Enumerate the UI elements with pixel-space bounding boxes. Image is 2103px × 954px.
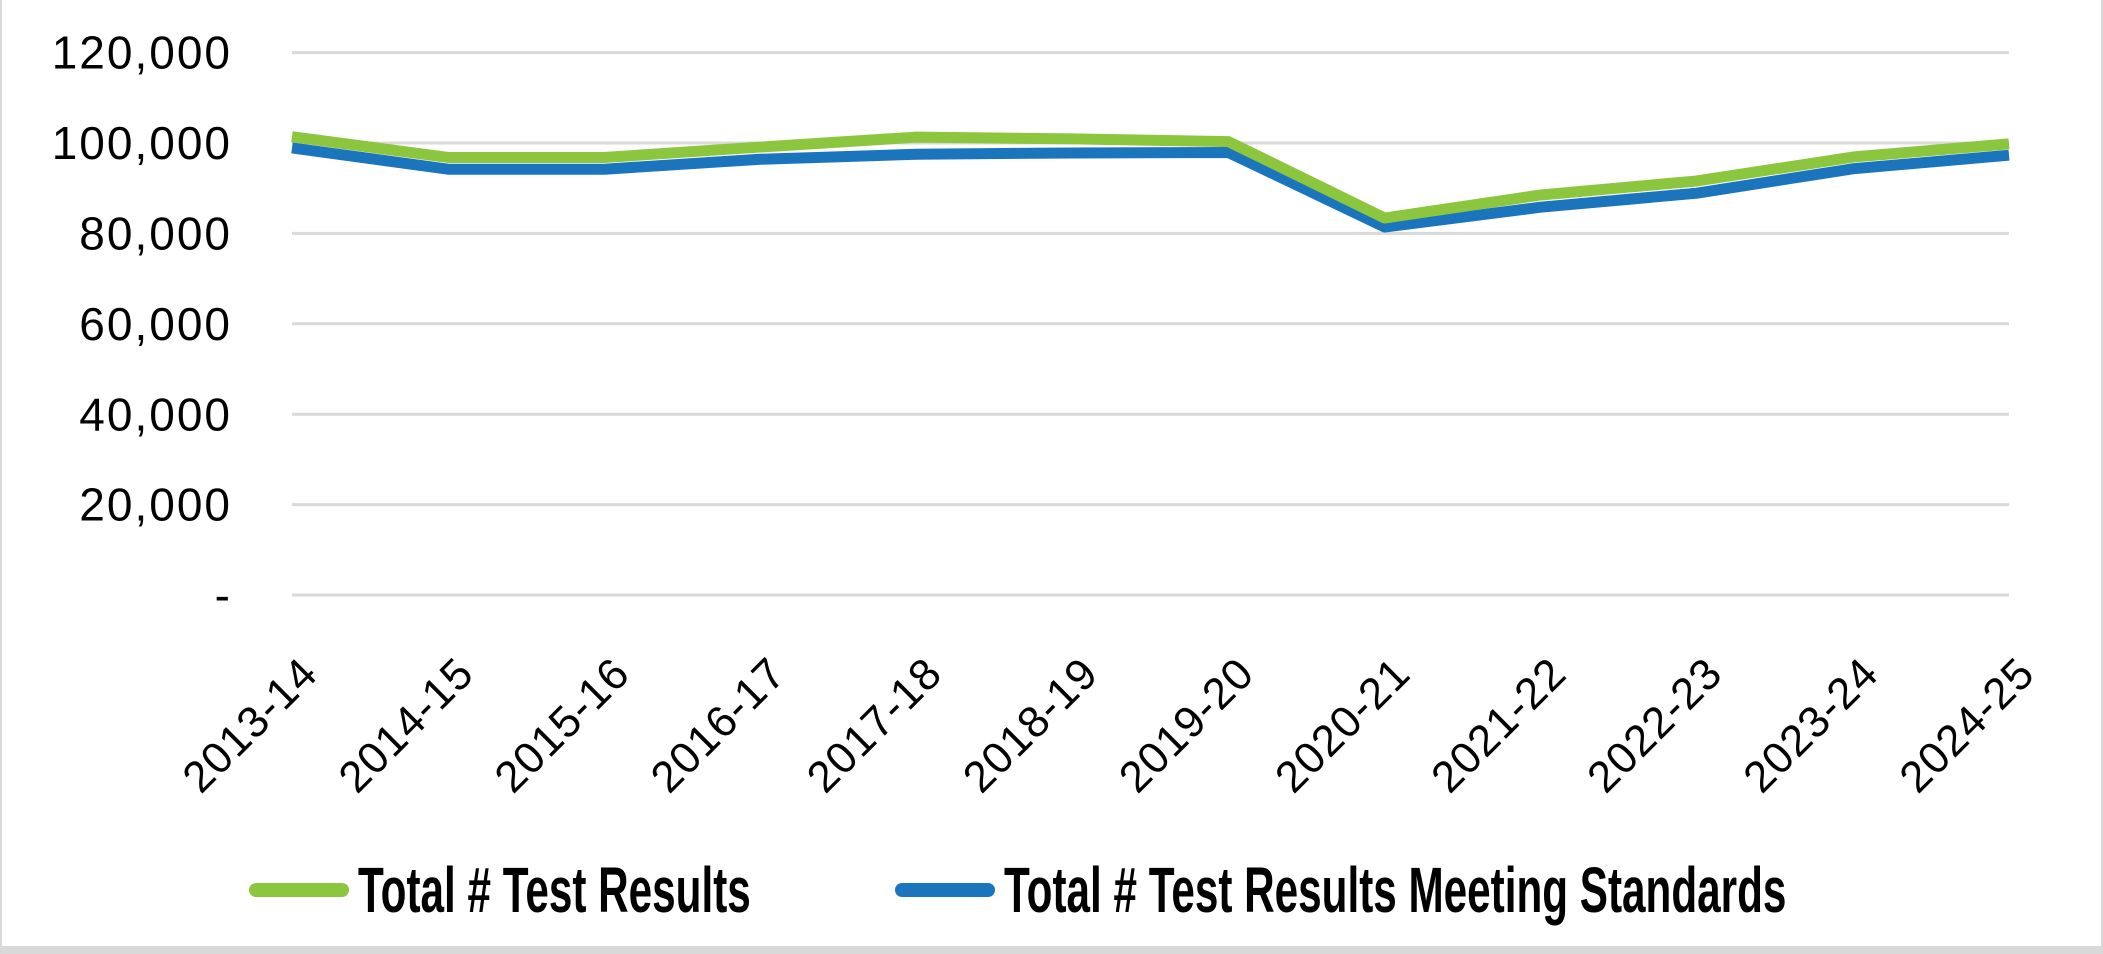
series-line-total-test-results: [291, 131, 2010, 224]
x-axis-tick-label: 2024-25: [1890, 648, 2044, 802]
bottom-edge-bar: [2, 946, 2101, 954]
x-axis-tick-label: 2022-23: [1578, 648, 1732, 802]
y-axis-tick-label: 80,000: [79, 208, 232, 260]
y-axis-tick-label: 120,000: [52, 27, 232, 79]
series-line-meeting-standards: [291, 142, 2010, 233]
y-axis-tick-label: 40,000: [79, 388, 232, 440]
x-axis-tick-label: 2023-24: [1734, 648, 1888, 802]
x-axis-tick-label: 2020-21: [1266, 648, 1420, 802]
x-axis-tick-label: 2019-20: [1110, 648, 1264, 802]
y-axis-tick-label: 20,000: [79, 479, 232, 531]
x-axis-tick-label: 2017-18: [798, 648, 952, 802]
x-axis-tick-label: 2013-14: [173, 648, 327, 802]
x-axis-tick-label: 2018-19: [954, 648, 1108, 802]
x-axis-tick-label: 2014-15: [329, 648, 483, 802]
y-axis-tick-label: 100,000: [52, 117, 232, 169]
y-axis-tick-label: -: [215, 569, 232, 621]
x-axis-tick-label: 2015-16: [485, 648, 639, 802]
x-axis-tick-label: 2016-17: [642, 648, 796, 802]
x-axis-tick-label: 2021-22: [1422, 648, 1576, 802]
y-axis-tick-label: 60,000: [79, 298, 232, 350]
